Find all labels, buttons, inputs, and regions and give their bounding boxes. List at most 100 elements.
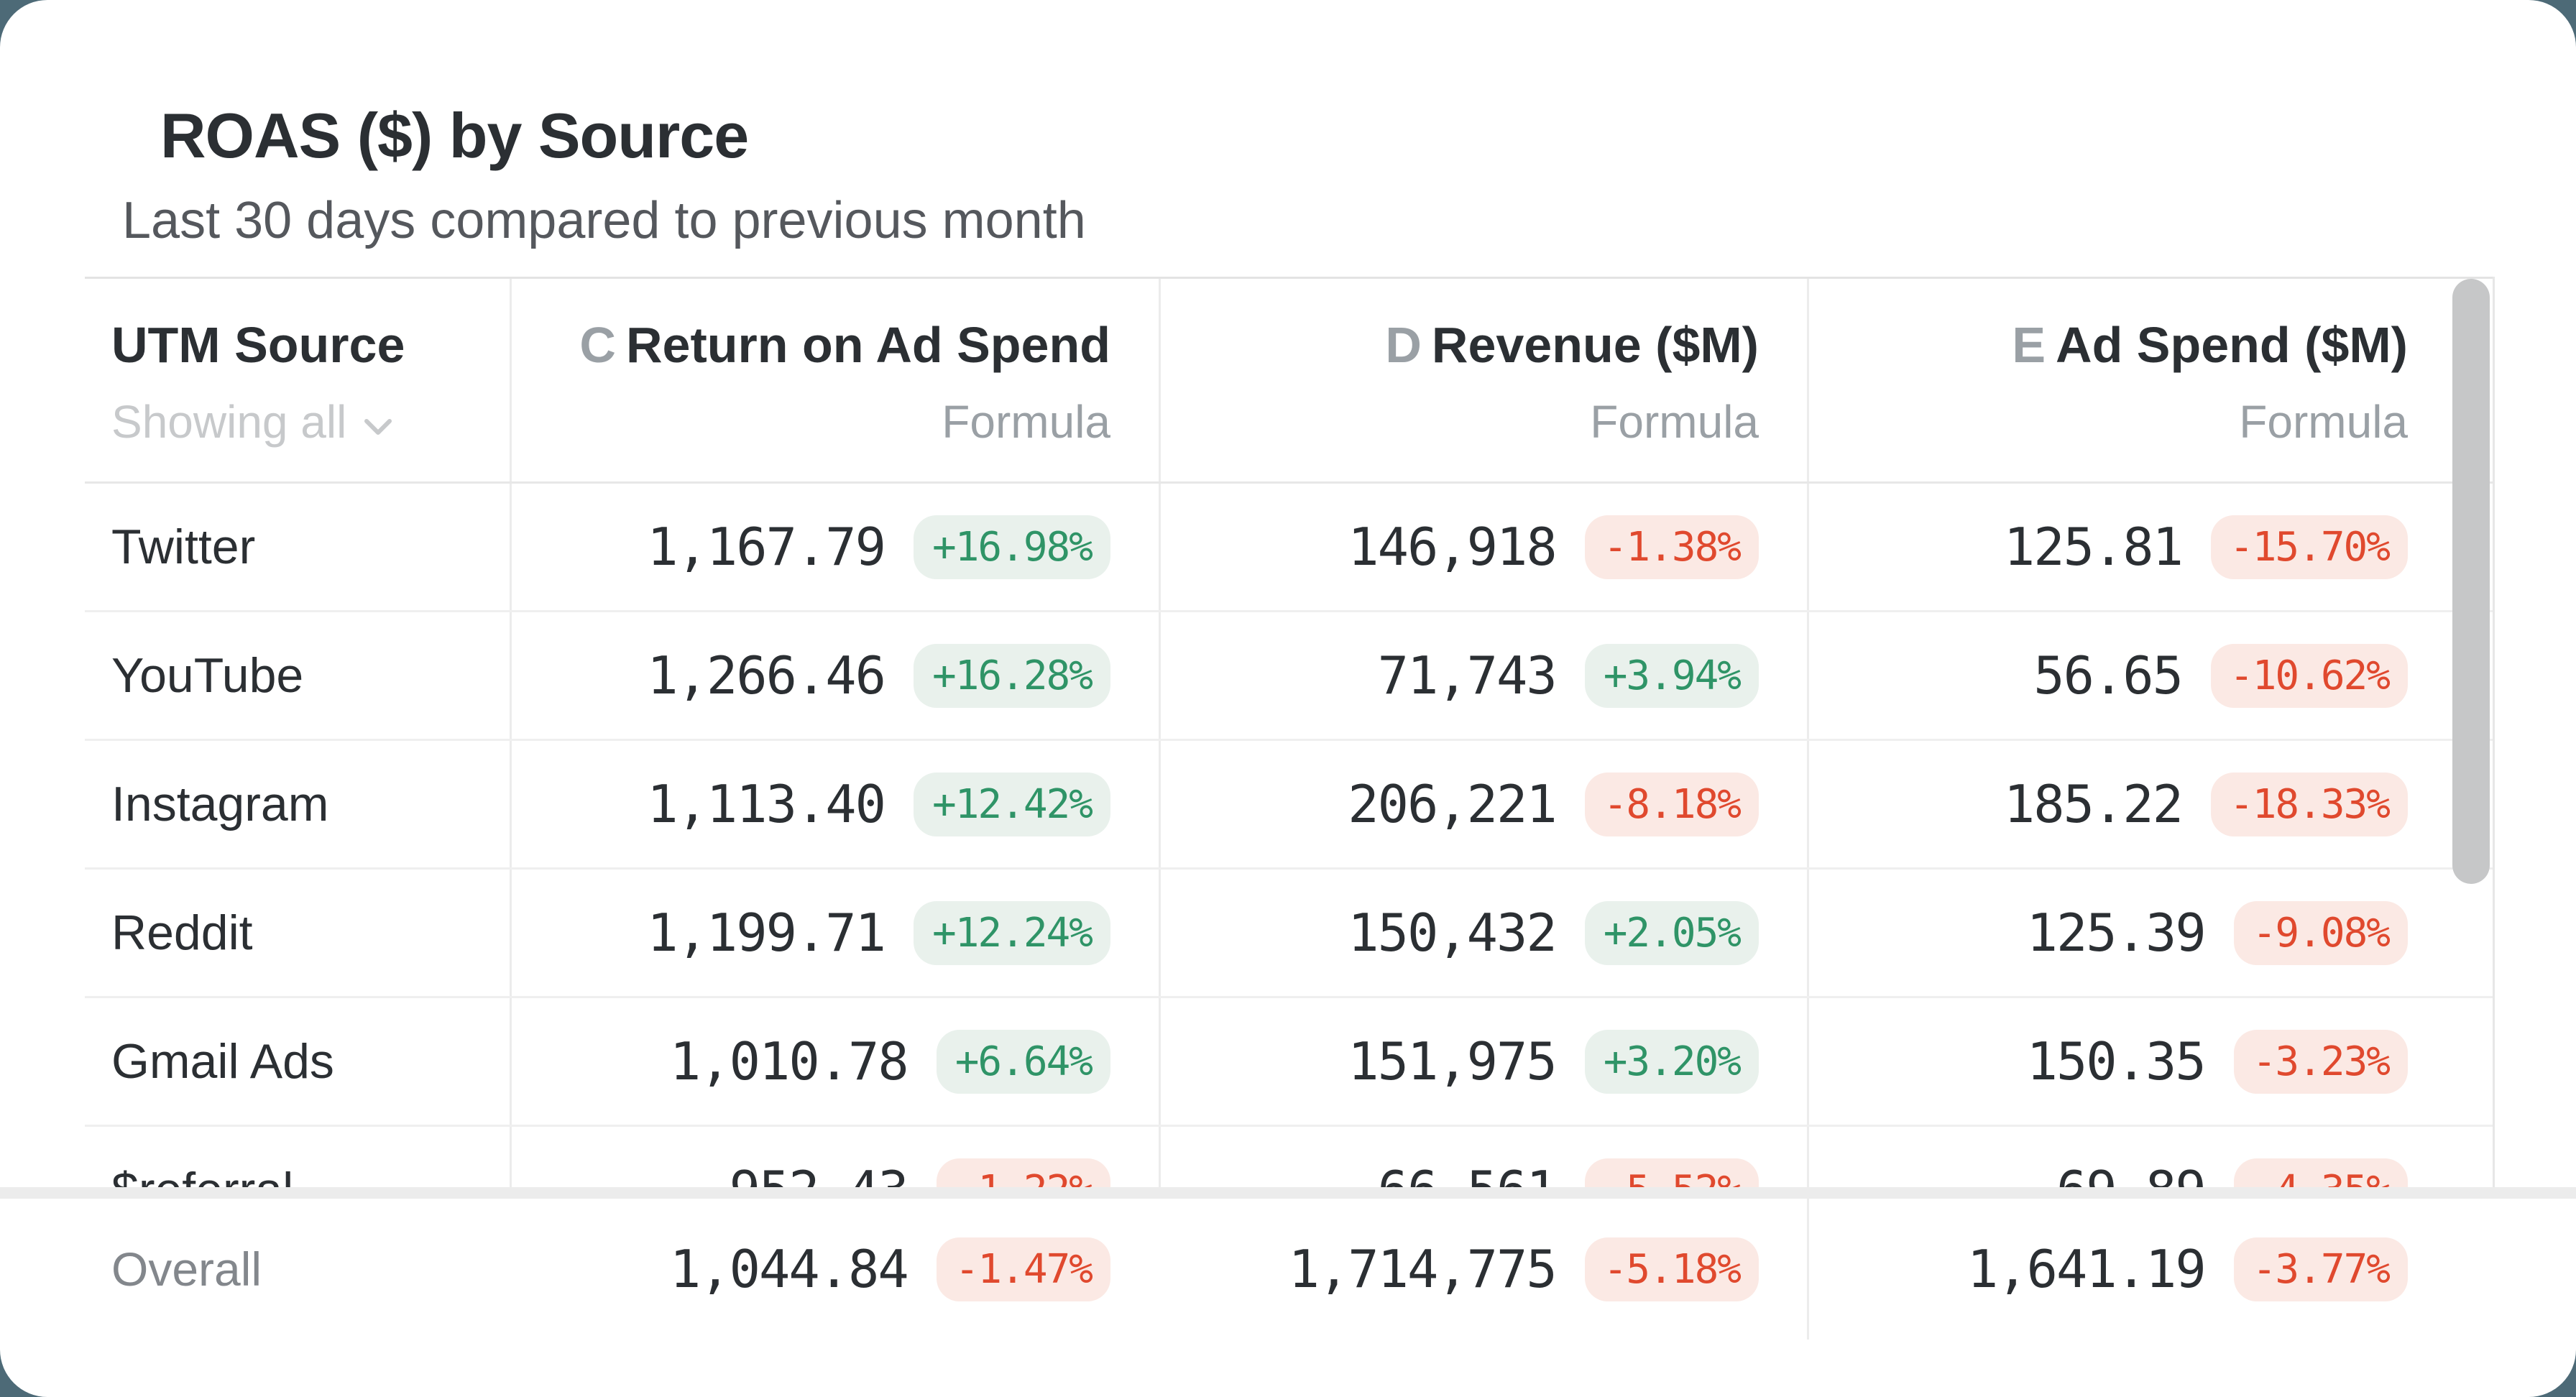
adspend-value: 125.81	[2003, 517, 2184, 577]
column-header-revenue[interactable]: D Revenue ($M) Formula	[1159, 279, 1807, 481]
utm-source-header: UTM Source Showing all	[85, 279, 510, 481]
adspend-cell: 69.89 -4.35%	[1807, 1127, 2494, 1187]
overall-label: Overall	[111, 1242, 262, 1296]
roas-delta-badge: +16.98%	[913, 515, 1110, 579]
column-formula-label: Formula	[2239, 396, 2408, 448]
adspend-delta-badge: -3.77%	[2233, 1237, 2408, 1301]
revenue-delta-badge: -8.18%	[1584, 772, 1759, 836]
roas-cell: 1,199.71 +12.24%	[510, 870, 1159, 996]
column-header-adspend-title: E Ad Spend ($M)	[2012, 317, 2408, 373]
adspend-cell: 125.39 -9.08%	[1807, 870, 2494, 996]
roas-cell: 952.43 -1.22%	[510, 1127, 1159, 1187]
revenue-value: 71,743	[1377, 645, 1558, 706]
table-body-scroll-area[interactable]: Twitter 1,167.79 +16.98% 146,918 -1.38% …	[85, 484, 2494, 1187]
roas-value: 952.43	[730, 1160, 909, 1187]
roas-delta-badge: +6.64%	[936, 1029, 1110, 1094]
overall-adspend-cell: 1,641.19 -3.77%	[1807, 1199, 2494, 1340]
roas-value: 1,113.40	[647, 774, 886, 834]
roas-value: 1,044.84	[669, 1239, 909, 1299]
table-row-twitter: Twitter 1,167.79 +16.98% 146,918 -1.38% …	[85, 484, 2494, 612]
revenue-delta-badge: -1.38%	[1584, 515, 1759, 579]
page-title: ROAS ($) by Source	[160, 100, 749, 171]
revenue-value: 1,714,775	[1288, 1239, 1558, 1299]
vertical-scrollbar-thumb[interactable]	[2452, 279, 2490, 884]
adspend-value: 185.22	[2003, 774, 2184, 834]
adspend-delta-badge: -10.62%	[2210, 643, 2408, 708]
revenue-cell: 71,743 +3.94%	[1159, 612, 1807, 739]
adspend-cell: 125.81 -15.70%	[1807, 484, 2494, 610]
roas-delta-badge: +12.24%	[913, 900, 1110, 965]
revenue-value: 146,918	[1348, 517, 1557, 577]
header-bottom-border	[85, 481, 2494, 484]
source-filter-dropdown[interactable]: Showing all	[111, 395, 394, 448]
overall-revenue-cell: 1,714,775 -5.18%	[1159, 1199, 1807, 1340]
roas-delta-badge: -1.22%	[936, 1158, 1110, 1187]
table-row-gmail-ads: Gmail Ads 1,010.78 +6.64% 151,975 +3.20%…	[85, 998, 2494, 1127]
adspend-value: 69.89	[2056, 1160, 2207, 1187]
roas-value: 1,199.71	[647, 903, 886, 963]
roas-delta-badge: +16.28%	[913, 643, 1110, 708]
table-header-row: UTM Source Showing all C Return on Ad Spe…	[85, 279, 2494, 481]
roas-cell: 1,167.79 +16.98%	[510, 484, 1159, 610]
adspend-cell: 56.65 -10.62%	[1807, 612, 2494, 739]
utm-source-cell: $referral	[85, 1127, 510, 1187]
utm-source-cell: YouTube	[111, 648, 304, 703]
adspend-cell: 185.22 -18.33%	[1807, 741, 2494, 867]
revenue-cell: 206,221 -8.18%	[1159, 741, 1807, 867]
column-letter: C	[579, 317, 616, 373]
table-row-youtube: YouTube 1,266.46 +16.28% 71,743 +3.94% 5…	[85, 612, 2494, 741]
adspend-value: 56.65	[2033, 645, 2184, 706]
table-top-border	[85, 277, 2494, 279]
revenue-cell: 146,918 -1.38%	[1159, 484, 1807, 610]
revenue-value: 66,561	[1378, 1160, 1558, 1187]
roas-cell: 1,113.40 +12.42%	[510, 741, 1159, 867]
table-row-reddit: Reddit 1,199.71 +12.24% 150,432 +2.05% 1…	[85, 870, 2494, 998]
roas-delta-badge: +12.42%	[913, 772, 1110, 836]
roas-cell: 1,266.46 +16.28%	[510, 612, 1159, 739]
revenue-value: 150,432	[1348, 903, 1557, 963]
table-row-instagram: Instagram 1,113.40 +12.42% 206,221 -8.18…	[85, 741, 2494, 870]
scroll-area-bottom-band	[0, 1187, 2576, 1199]
utm-source-cell: Twitter	[111, 520, 256, 574]
revenue-delta-badge: +3.20%	[1584, 1029, 1759, 1094]
adspend-delta-badge: -15.70%	[2210, 515, 2408, 579]
revenue-delta-badge: +3.94%	[1584, 643, 1759, 708]
revenue-value: 206,221	[1348, 774, 1557, 834]
column-header-roas[interactable]: C Return on Ad Spend Formula	[510, 279, 1159, 481]
column-header-adspend[interactable]: E Ad Spend ($M) Formula	[1807, 279, 2494, 481]
adspend-value: 150.35	[2026, 1031, 2207, 1092]
roas-value: 1,266.46	[647, 645, 886, 706]
source-filter-label: Showing all	[111, 396, 347, 448]
page-subtitle: Last 30 days compared to previous month	[122, 192, 1086, 249]
roas-value: 1,167.79	[647, 517, 886, 577]
roas-cell: 1,010.78 +6.64%	[510, 998, 1159, 1125]
overall-roas-cell: 1,044.84 -1.47%	[510, 1199, 1159, 1340]
table-row-referral: $referral 952.43 -1.22% 66,561 -5.52% 69…	[85, 1127, 2494, 1187]
revenue-value: 151,975	[1348, 1031, 1557, 1092]
adspend-value: 125.39	[2026, 903, 2207, 963]
column-formula-label: Formula	[942, 396, 1110, 448]
utm-source-header-label: UTM Source	[111, 317, 405, 373]
revenue-delta-badge: -5.18%	[1584, 1237, 1759, 1301]
revenue-cell: 66,561 -5.52%	[1159, 1127, 1807, 1187]
adspend-cell: 150.35 -3.23%	[1807, 998, 2494, 1125]
adspend-delta-badge: -18.33%	[2210, 772, 2408, 836]
roas-value: 1,010.78	[669, 1031, 909, 1092]
adspend-delta-badge: -4.35%	[2233, 1158, 2408, 1187]
utm-source-cell: Gmail Ads	[111, 1034, 334, 1089]
adspend-value: 1,641.19	[1966, 1239, 2207, 1299]
chevron-down-icon	[362, 395, 394, 448]
column-formula-label: Formula	[1590, 396, 1759, 448]
table-footer-row-overall: Overall 1,044.84 -1.47% 1,714,775 -5.18%…	[85, 1199, 2494, 1340]
utm-source-cell: Instagram	[111, 777, 329, 831]
column-header-revenue-title: D Revenue ($M)	[1385, 317, 1759, 373]
column-letter: E	[2012, 317, 2046, 373]
column-letter: D	[1385, 317, 1422, 373]
revenue-cell: 151,975 +3.20%	[1159, 998, 1807, 1125]
revenue-cell: 150,432 +2.05%	[1159, 870, 1807, 996]
column-header-roas-title: C Return on Ad Spend	[579, 317, 1110, 373]
adspend-delta-badge: -3.23%	[2233, 1029, 2408, 1094]
roas-delta-badge: -1.47%	[936, 1237, 1110, 1301]
